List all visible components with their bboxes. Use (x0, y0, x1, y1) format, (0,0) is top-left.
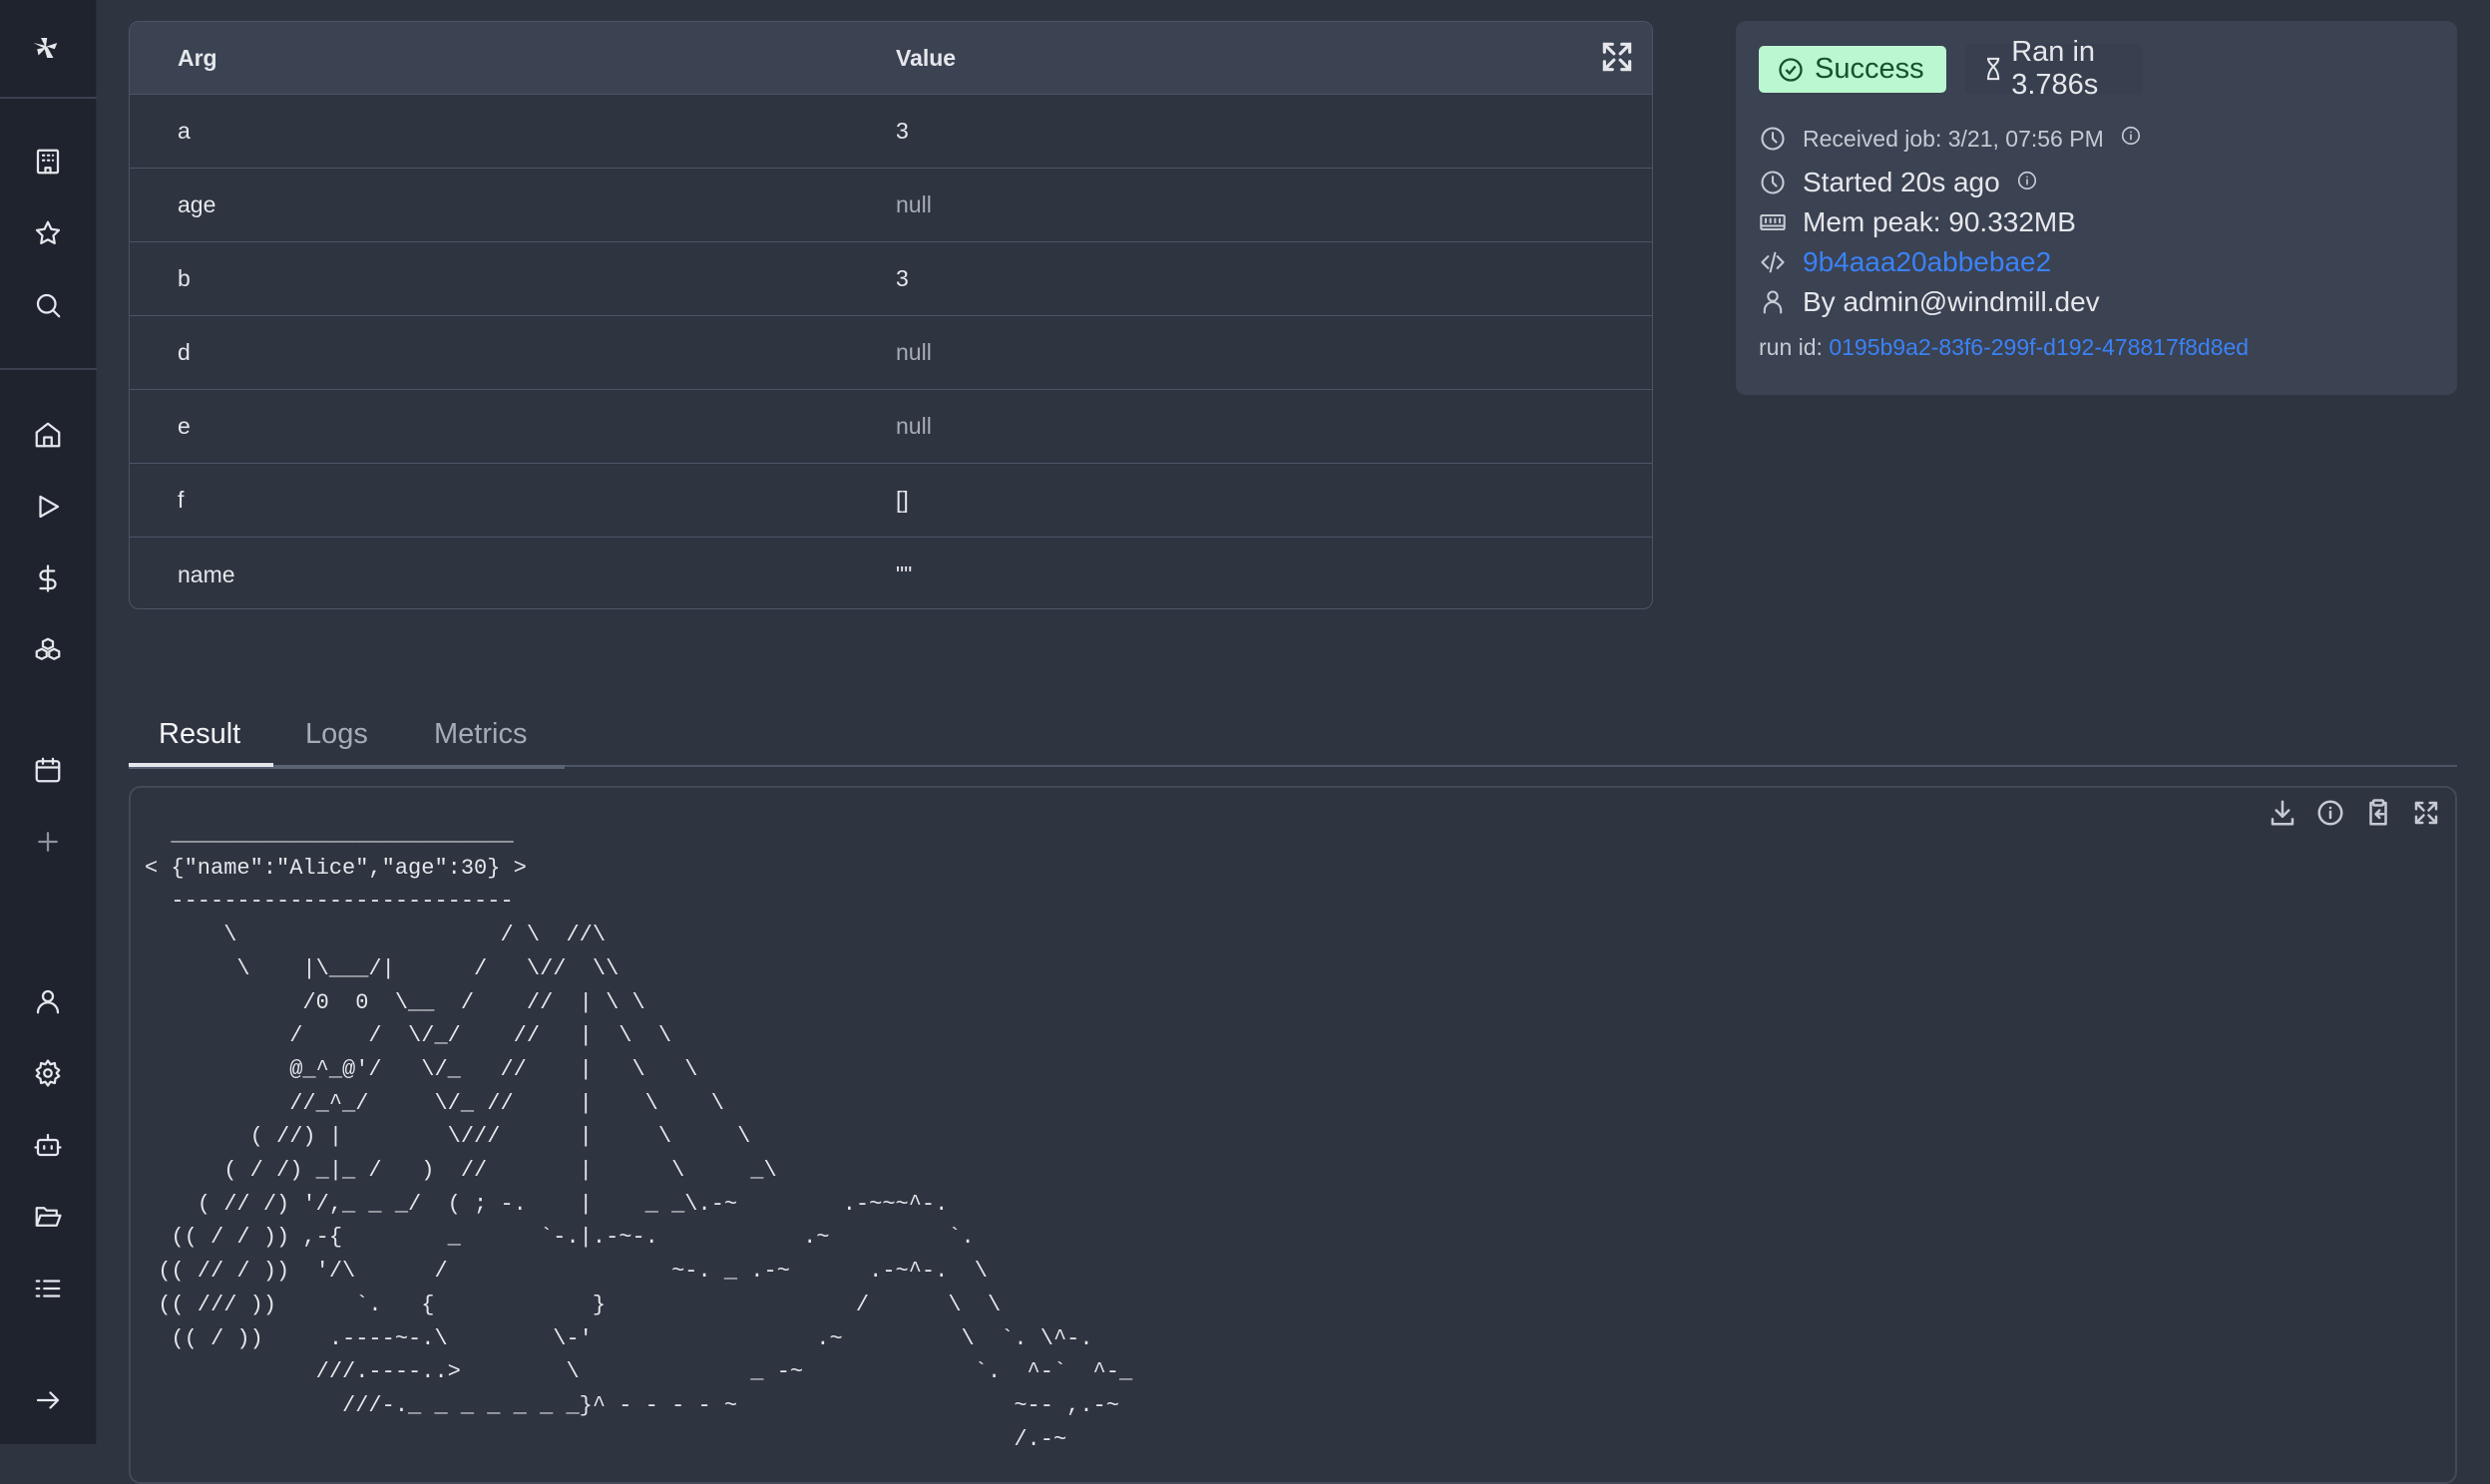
author-text: By admin@windmill.dev (1803, 286, 2100, 317)
script-hash-link[interactable]: 9b4aaa20abbebae2 (1803, 246, 2052, 277)
bot-icon[interactable] (30, 1127, 66, 1163)
arg-value: null (896, 339, 932, 365)
clock-icon (1761, 171, 1785, 194)
started-text: Started 20s ago (1803, 167, 2000, 197)
result-panel: __________________________ < {"name":"Al… (129, 786, 2457, 1484)
expand-icon[interactable] (2411, 798, 2441, 828)
mem-peak-line: Mem peak: 90.332MB (1759, 206, 2076, 238)
result-toolbar (2268, 798, 2441, 828)
play-icon[interactable] (30, 489, 66, 525)
run-id-link[interactable]: 0195b9a2-83f6-299f-d192-478817f8d8ed (1829, 334, 2250, 360)
table-row: d null (130, 316, 1652, 390)
arg-name: d (178, 339, 191, 365)
header-value: Value (896, 44, 957, 71)
arg-value: null (896, 413, 932, 439)
header-arg: Arg (178, 44, 217, 71)
status-text: Success (1815, 53, 1924, 85)
arg-value: 3 (896, 265, 909, 291)
job-info-panel: Success Ran in 3.786s Received job: 3/21… (1736, 21, 2457, 395)
check-circle-icon (1779, 57, 1803, 82)
table-header: Arg Value (130, 22, 1652, 95)
expand-icon[interactable] (1598, 38, 1636, 76)
clock-icon (1761, 127, 1785, 151)
tab-track (129, 765, 565, 769)
table-row: e null (130, 390, 1652, 464)
arg-value: "" (896, 560, 913, 587)
search-icon[interactable] (30, 287, 66, 323)
table-row: age null (130, 169, 1652, 242)
received-line: Received job: 3/21, 07:56 PM (1759, 125, 2142, 153)
boxes-icon[interactable] (30, 632, 66, 668)
table-row: f [] (130, 464, 1652, 538)
table-row: name "" (130, 538, 1652, 608)
sidebar (0, 0, 97, 1444)
arg-name: name (178, 560, 235, 587)
user-icon[interactable] (30, 983, 66, 1019)
hash-line: 9b4aaa20abbebae2 (1759, 246, 2051, 278)
clipboard-copy-icon[interactable] (2363, 798, 2393, 828)
run-id: run id: 0195b9a2-83f6-299f-d192-478817f8… (1759, 334, 2249, 361)
author-line: By admin@windmill.dev (1759, 286, 2100, 318)
dollar-icon[interactable] (30, 560, 66, 596)
download-icon[interactable] (2268, 798, 2297, 828)
user-icon (1763, 290, 1783, 314)
info-icon[interactable] (2315, 798, 2345, 828)
duration-text: Ran in 3.786s (2011, 36, 2099, 101)
gear-icon[interactable] (30, 1055, 66, 1091)
windmill-logo-icon[interactable] (28, 30, 64, 66)
tab-logs[interactable]: Logs (305, 718, 368, 750)
duration-badge: Ran in 3.786s (1965, 36, 2143, 101)
arg-name: age (178, 191, 216, 217)
arg-name: b (178, 265, 191, 291)
calendar-icon[interactable] (30, 752, 66, 788)
list-icon[interactable] (30, 1271, 66, 1306)
info-icon[interactable] (2016, 167, 2038, 198)
arg-value: [] (896, 487, 909, 513)
plus-icon[interactable] (30, 824, 66, 860)
code-icon (1761, 251, 1785, 273)
arg-name: f (178, 487, 185, 513)
memory-icon (1760, 213, 1786, 231)
arrow-right-icon[interactable] (30, 1382, 66, 1418)
started-line: Started 20s ago (1759, 167, 2038, 198)
star-icon[interactable] (30, 215, 66, 251)
received-text: Received job: 3/21, 07:56 PM (1803, 125, 2104, 152)
arg-name: a (178, 118, 191, 144)
building-icon[interactable] (30, 144, 66, 180)
status-badge: Success (1759, 46, 1946, 93)
result-output: __________________________ < {"name":"Al… (145, 822, 1133, 1452)
tab-result[interactable]: Result (129, 714, 273, 767)
hourglass-icon (1987, 57, 2000, 81)
info-icon[interactable] (2120, 125, 2142, 153)
folder-open-icon[interactable] (30, 1199, 66, 1235)
home-icon[interactable] (30, 417, 66, 453)
mem-peak-text: Mem peak: 90.332MB (1803, 206, 2076, 237)
run-id-label: run id: (1759, 334, 1823, 360)
arg-value: null (896, 191, 932, 217)
result-tabs: Result Logs Metrics (129, 714, 2457, 769)
arg-value: 3 (896, 118, 909, 144)
tab-metrics[interactable]: Metrics (434, 718, 528, 750)
arg-name: e (178, 413, 191, 439)
